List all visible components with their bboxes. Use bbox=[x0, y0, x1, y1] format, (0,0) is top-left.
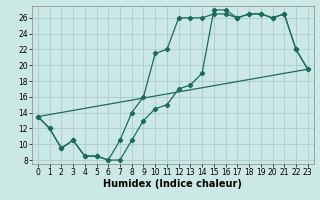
X-axis label: Humidex (Indice chaleur): Humidex (Indice chaleur) bbox=[103, 179, 242, 189]
